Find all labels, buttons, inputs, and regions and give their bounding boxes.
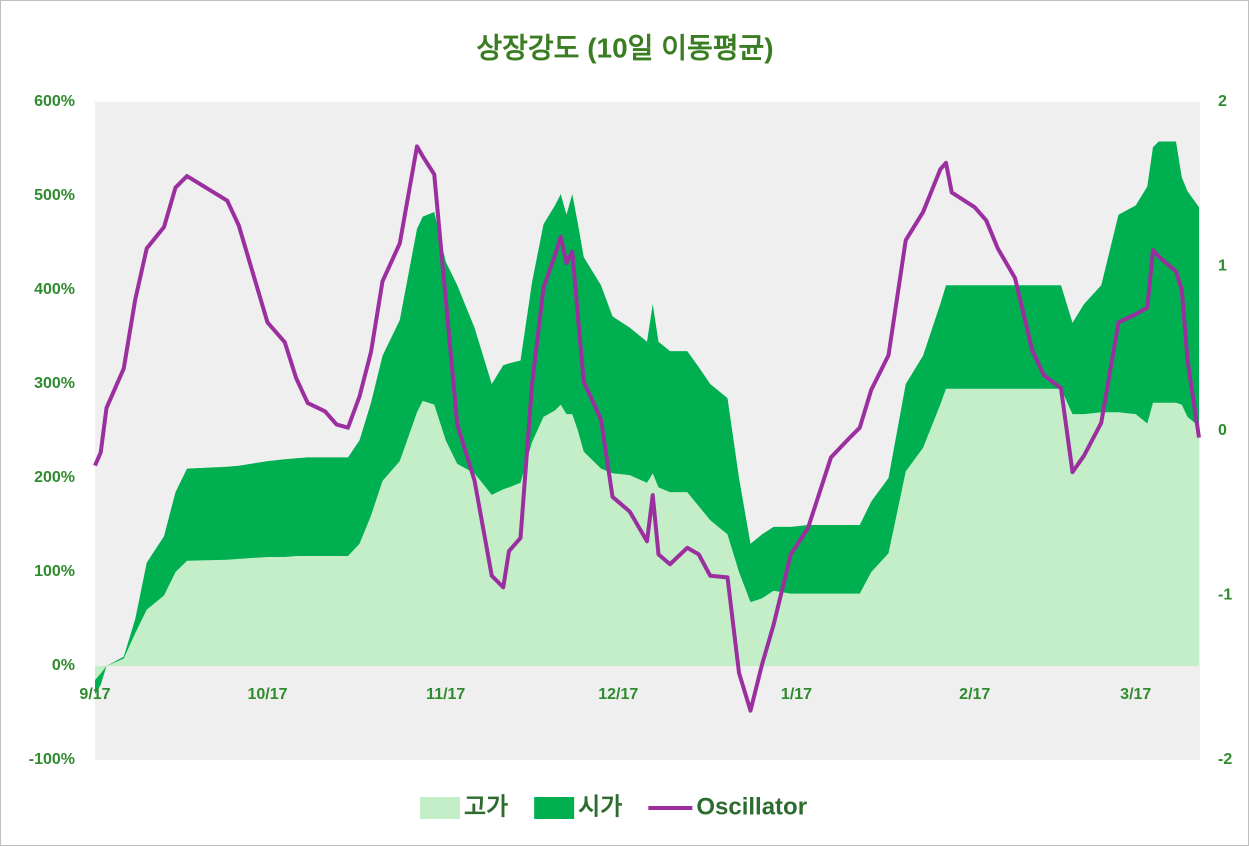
x-tick-label: 3/17 xyxy=(1120,686,1151,703)
line xyxy=(93,144,1201,713)
x-tick-label: 11/17 xyxy=(426,686,465,703)
chart-title: 상장강도 (10일 이동평균) xyxy=(476,32,773,63)
y2-tick-label: -2 xyxy=(1218,751,1232,768)
y-tick-label: 0% xyxy=(52,657,75,674)
legend-label: 고가 xyxy=(464,793,508,820)
legend-label: Oscillator xyxy=(696,793,807,820)
y-tick-label: 300% xyxy=(34,375,75,392)
y2-tick-label: 0 xyxy=(1218,422,1227,439)
x-tick-label: 9/17 xyxy=(79,686,110,703)
legend-swatch xyxy=(420,797,460,819)
y-tick-label: 500% xyxy=(34,187,75,204)
y-tick-label: 200% xyxy=(34,469,75,486)
x-tick-label: 12/17 xyxy=(598,686,638,703)
legend-label: 시가 xyxy=(578,793,622,820)
legend-swatch xyxy=(534,797,575,819)
y-tick-label: -100% xyxy=(29,751,75,768)
y-tick-label: 100% xyxy=(34,563,75,580)
x-tick-label: 2/17 xyxy=(959,686,990,703)
y2-tick-label: 1 xyxy=(1218,258,1227,275)
y2-tick-label: 2 xyxy=(1218,93,1227,110)
x-tick-label: 1/17 xyxy=(781,686,812,703)
y-tick-label: 400% xyxy=(34,281,75,298)
x-tick-label: 10/17 xyxy=(247,686,287,703)
y-tick-label: 600% xyxy=(34,93,75,110)
y2-tick-label: -1 xyxy=(1218,587,1232,604)
